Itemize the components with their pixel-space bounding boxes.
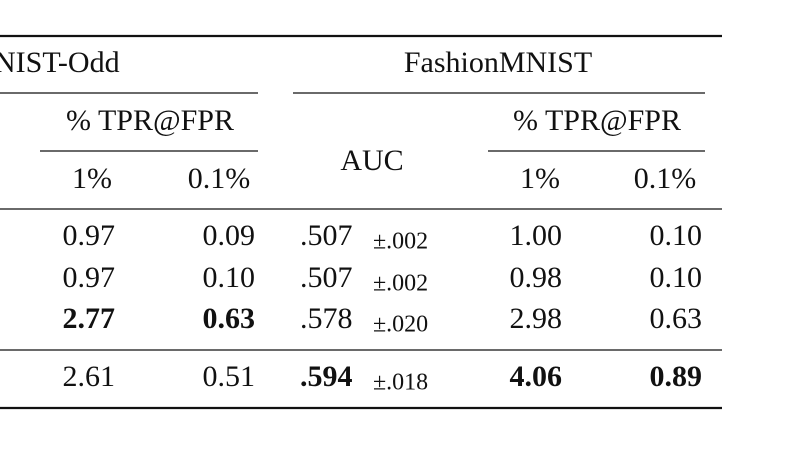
cell: ±.002 (373, 271, 428, 297)
auc-header: AUC (340, 144, 403, 177)
cell: 2.77 (63, 302, 116, 335)
cell: 0.10 (650, 261, 703, 294)
cell: 0.10 (650, 219, 703, 252)
cell: .578 (300, 302, 353, 335)
cell: .507 (300, 261, 353, 294)
cell: 0.10 (203, 261, 256, 294)
subgroup-header: % TPR@FPR (66, 104, 234, 137)
cell: 4.06 (510, 360, 563, 393)
group-header: NIST-Odd (0, 46, 120, 79)
cell: ±.018 (373, 370, 428, 396)
column-header: 1% (72, 162, 112, 195)
cell: ±.020 (373, 312, 428, 338)
cell: 0.89 (650, 360, 703, 393)
cell: 0.98 (510, 261, 563, 294)
subgroup-header: % TPR@FPR (513, 104, 681, 137)
column-header: 0.1% (634, 162, 697, 195)
cell: 1.00 (510, 219, 563, 252)
cell: .594 (300, 360, 353, 393)
cell: 2.61 (63, 360, 116, 393)
cell: 2.98 (510, 302, 563, 335)
group-header: FashionMNIST (404, 46, 592, 79)
cell: 0.97 (63, 219, 116, 252)
cell: 0.63 (650, 302, 703, 335)
cell: ±.002 (373, 229, 428, 255)
column-header: 1% (520, 162, 560, 195)
cell: 0.63 (203, 302, 256, 335)
cell: .507 (300, 219, 353, 252)
column-header: 0.1% (188, 162, 251, 195)
cell: 0.09 (203, 219, 256, 252)
cell: 0.51 (203, 360, 256, 393)
cell: 0.97 (63, 261, 116, 294)
